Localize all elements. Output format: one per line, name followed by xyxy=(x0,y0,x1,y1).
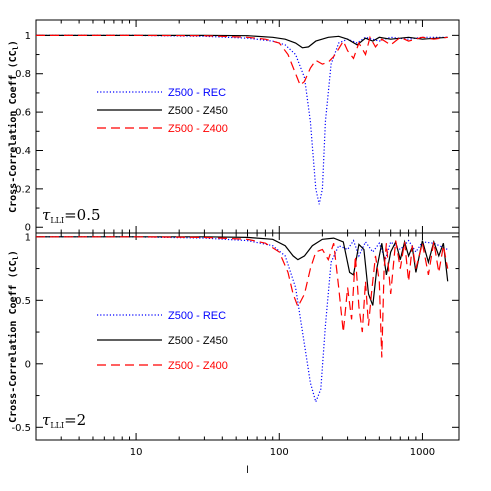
tau-annotation: τLLI=2 xyxy=(42,411,86,430)
series-line-z500-z400 xyxy=(36,236,449,358)
panel-2: -0.5 0 0.5 1 10 100 1000 l Cross-Correlation Coe… xyxy=(7,232,460,476)
series-line-z500-rec xyxy=(36,34,448,205)
legend-label: Z500 - Z450 xyxy=(168,105,228,117)
y-axis-label: Cross-Correlation Coeff (CCl) xyxy=(7,40,20,213)
series-line-z500-z400 xyxy=(36,34,448,87)
y-tick-label: 0.2 xyxy=(15,184,31,195)
x-axis-label: l xyxy=(246,465,249,476)
x-tick-label: 10 xyxy=(130,447,143,458)
y-tick-label: 0.8 xyxy=(15,69,31,80)
plot-frame xyxy=(35,232,460,441)
legend-label: Z500 - Z450 xyxy=(168,335,228,347)
y-tick-label: 0.4 xyxy=(15,146,31,157)
y-tick-label: 0.5 xyxy=(15,296,31,307)
legend-label: Z500 - REC xyxy=(168,310,226,322)
y-tick-label: -0.5 xyxy=(11,423,31,434)
y-tick-label: 0.6 xyxy=(15,108,31,119)
y-tick-label: 1 xyxy=(25,31,31,42)
tau-annotation: τLLI=0.5 xyxy=(42,206,101,225)
legend-label: Z500 - Z400 xyxy=(168,360,228,372)
legend-label: Z500 - REC xyxy=(168,87,226,99)
x-tick-label: 100 xyxy=(270,447,289,458)
legend-label: Z500 - Z400 xyxy=(168,123,228,135)
panel-1: 0 0.2 0.4 0.6 0.8 1 Cross-Correlation Coeff (C… xyxy=(7,19,460,234)
y-axis-label: Cross-Correlation Coeff (CCl) xyxy=(7,250,20,423)
plot-frame xyxy=(35,19,460,234)
x-tick-label: 1000 xyxy=(410,447,435,458)
y-tick-label: 1 xyxy=(25,232,31,243)
series-line-z500-rec xyxy=(36,236,448,404)
series-line-z500-z450 xyxy=(36,34,448,49)
y-tick-label: 0 xyxy=(25,359,31,370)
y-tick-label: 0 xyxy=(25,223,31,234)
